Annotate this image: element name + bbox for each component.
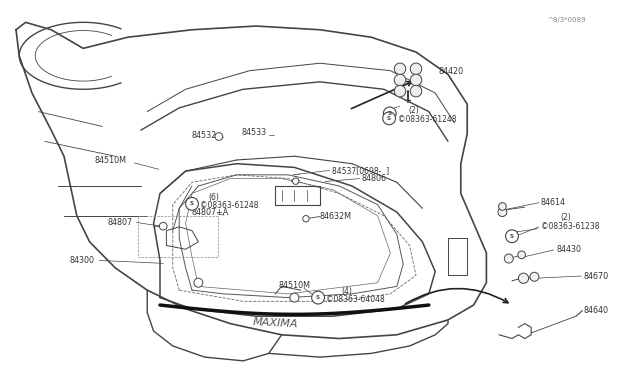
Text: 84537[0698-  ]: 84537[0698- ]	[332, 166, 388, 175]
Circle shape	[314, 294, 322, 301]
Text: (6): (6)	[208, 193, 219, 202]
Text: 84807: 84807	[108, 218, 132, 227]
Circle shape	[410, 86, 422, 97]
Circle shape	[410, 74, 422, 86]
Circle shape	[518, 251, 525, 259]
Text: (4): (4)	[341, 287, 352, 296]
Text: 84806: 84806	[362, 174, 387, 183]
Text: 84640: 84640	[584, 306, 609, 315]
Circle shape	[530, 272, 539, 281]
Text: 84614: 84614	[541, 198, 566, 207]
Text: ^8/3*0089: ^8/3*0089	[547, 17, 586, 23]
Text: 84632M: 84632M	[320, 212, 352, 221]
Circle shape	[394, 86, 406, 97]
Text: S: S	[190, 201, 194, 206]
Circle shape	[312, 291, 324, 304]
Text: (2): (2)	[408, 106, 419, 115]
Text: ©08363-64048: ©08363-64048	[326, 295, 385, 304]
Text: 84510M: 84510M	[95, 156, 127, 165]
Circle shape	[498, 208, 507, 217]
Circle shape	[159, 222, 167, 230]
Text: 84533: 84533	[242, 128, 267, 137]
Text: 84420: 84420	[438, 67, 463, 76]
Circle shape	[186, 198, 198, 210]
Text: S: S	[510, 234, 514, 239]
Text: 84430: 84430	[557, 246, 582, 254]
Text: ©08363-61248: ©08363-61248	[200, 201, 258, 210]
Circle shape	[394, 63, 406, 74]
Circle shape	[194, 278, 203, 287]
Circle shape	[292, 178, 299, 185]
Circle shape	[506, 230, 518, 243]
Circle shape	[410, 63, 422, 74]
Text: 84670: 84670	[584, 272, 609, 280]
Circle shape	[499, 203, 506, 210]
Circle shape	[394, 74, 406, 86]
Circle shape	[303, 215, 309, 222]
Text: S: S	[388, 111, 392, 116]
Circle shape	[383, 107, 396, 120]
Text: 84807+A: 84807+A	[192, 208, 229, 217]
Text: ©08363-61238: ©08363-61238	[541, 222, 599, 231]
Text: 84532: 84532	[192, 131, 217, 140]
Circle shape	[504, 254, 513, 263]
Circle shape	[518, 273, 529, 283]
Text: 84510M: 84510M	[278, 281, 310, 290]
Text: MAXIMA: MAXIMA	[252, 317, 298, 330]
Circle shape	[215, 133, 223, 140]
Text: S: S	[387, 116, 391, 121]
Text: ©08363-61248: ©08363-61248	[398, 115, 456, 124]
Text: S: S	[316, 295, 320, 300]
Text: 84300: 84300	[69, 256, 94, 265]
Circle shape	[290, 293, 299, 302]
Text: (2): (2)	[560, 214, 571, 222]
Circle shape	[383, 112, 396, 125]
